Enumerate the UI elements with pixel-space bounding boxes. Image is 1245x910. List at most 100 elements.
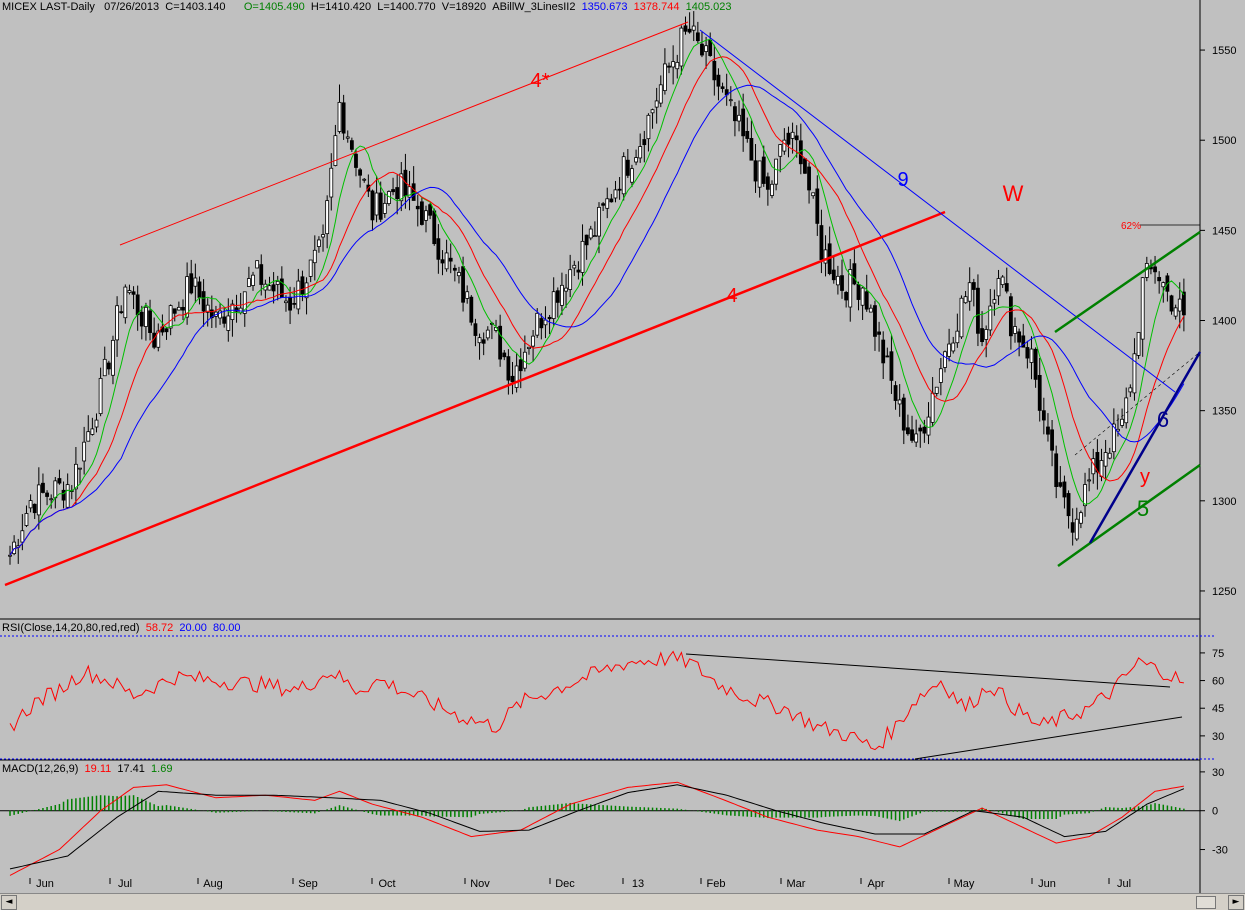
price-candle [617,177,622,200]
price-candle [111,335,115,385]
candle-body [819,225,824,261]
candle-body [57,478,62,484]
candle-body [840,275,844,291]
ma-red-line [9,56,1185,556]
price-candle [189,259,194,295]
candle-body [535,312,540,336]
candle-body [259,264,264,285]
price-candle [176,301,181,311]
price-candle [555,287,560,318]
price-candle [115,296,119,357]
candle-body [156,330,161,348]
price-candle [564,274,568,308]
candle-body [506,356,511,381]
price-candle [317,236,321,253]
candle-body [485,329,490,339]
price-axis-tick-label: 1250 [1212,586,1236,598]
price-candle [333,124,338,167]
candle-body [963,296,968,304]
scroll-left-button[interactable]: ◄ [1,895,17,910]
price-candle [914,419,919,447]
price-candle [1132,338,1137,401]
price-candle [296,268,301,315]
price-candle [448,243,453,274]
candle-body [284,300,288,304]
candle-body [852,263,857,285]
price-candle [724,73,729,106]
price-candle [708,32,713,57]
candle-body [700,43,704,56]
candle-body [613,189,618,199]
price-candle [1103,439,1108,481]
price-candle [78,467,82,485]
candle-body [411,183,416,201]
chart-axes: 125013001350140014501500155030456075-300… [29,45,1236,890]
trendline-9 [699,29,1176,393]
candle-body [53,480,58,499]
time-axis-label: Sep [298,878,318,890]
candle-body [296,280,301,310]
rsi-lower: 20.00 [179,622,207,634]
price-candle [436,224,441,274]
candle-body [28,500,33,509]
price-candle [609,193,614,203]
wave-label-5: 5 [1137,496,1149,521]
candle-body [1107,452,1112,459]
time-axis-label: Aug [203,878,223,890]
candle-body [424,210,428,221]
candle-body [667,65,671,68]
candle-body [555,290,560,303]
candle-body [1087,479,1092,482]
candle-body [728,99,733,102]
price-candle [457,266,461,284]
price-candle [181,299,185,321]
price-candle [576,261,581,280]
channel-lower-line [1057,463,1201,568]
price-candle [127,284,132,295]
scrollbar-thumb[interactable] [1196,896,1216,909]
macd-signal-value: 17.41 [117,763,145,775]
price-candle [531,330,535,362]
price-candle [1000,275,1005,288]
price-candle [856,281,861,311]
time-axis-label: Jun [1038,878,1056,890]
price-candle [737,100,741,132]
price-candle [646,113,651,152]
candle-body [716,74,721,87]
candle-body [654,100,659,108]
price-candle [947,328,952,362]
candle-body [691,25,696,31]
price-candle [1083,472,1087,517]
macd-axis-tick-label: 0 [1212,806,1218,818]
price-candle [1157,271,1162,294]
horizontal-scrollbar[interactable]: ◄ ► [0,893,1245,910]
candle-body [251,274,255,286]
scroll-right-button[interactable]: ► [1228,895,1244,910]
candle-body [1004,283,1009,292]
candle-body [601,203,606,206]
price-candle [57,469,62,485]
price-candle [700,31,704,58]
price-candle [246,266,251,287]
candle-body [1062,481,1067,498]
candle-body [168,305,173,329]
candle-body [226,315,231,331]
price-candle [592,221,597,238]
price-candle [823,235,828,277]
price-candle [753,144,758,193]
trendline-6 [1088,351,1202,544]
candle-body [304,282,309,299]
candle-body [663,63,667,91]
price-candle [733,101,737,137]
candle-body [1173,307,1178,317]
price-axis-tick-label: 1350 [1212,406,1236,418]
price-candle [1013,317,1017,343]
candle-body [102,358,107,377]
candle-body [943,351,947,368]
candle-body [580,240,585,273]
candle-body [135,294,140,316]
candle-body [181,306,185,311]
candle-body [1046,426,1050,435]
candle-body [518,359,523,372]
price-candle [770,180,774,199]
